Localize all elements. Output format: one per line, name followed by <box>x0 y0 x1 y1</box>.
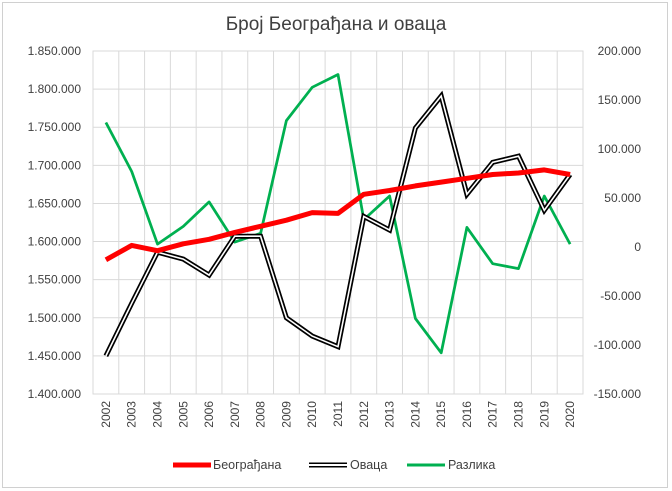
series-0-line <box>104 167 571 262</box>
right-axis-ticks: 200.000 150.000 100.000 50.000 0 -50.000 -100.… <box>594 44 642 401</box>
legend-item-beogradjana: Београђана <box>173 458 281 472</box>
right-tick-label: 100.000 <box>598 142 642 156</box>
x-tick-label: 2020 <box>563 401 577 428</box>
x-tick-label: 2002 <box>99 401 113 428</box>
right-tick-label: 200.000 <box>598 44 642 58</box>
x-tick-label: 2018 <box>512 401 526 428</box>
x-axis-ticks: 2002 2003 2004 2005 2006 2007 2008 2009 2010 2011… <box>99 401 577 428</box>
x-tick-label: 2017 <box>486 401 500 428</box>
left-tick-label: 1.450.000 <box>28 349 82 363</box>
line-chart: Број Београђана и оваца 1.850.000 1.800.0… <box>28 14 642 472</box>
right-tick-label: -50.000 <box>600 289 641 303</box>
chart-title: Број Београђана и оваца <box>226 14 447 35</box>
x-tick-label: 2012 <box>357 401 371 428</box>
right-tick-label: -100.000 <box>594 338 642 352</box>
x-tick-label: 2005 <box>176 401 190 428</box>
x-tick-label: 2009 <box>279 401 293 428</box>
series-1-line-inner <box>105 94 571 357</box>
x-tick-label: 2013 <box>383 401 397 428</box>
x-tick-label: 2014 <box>408 401 422 428</box>
right-tick-label: 0 <box>634 240 641 254</box>
legend-label-ovaca: Оваца <box>350 458 387 472</box>
left-tick-label: 1.750.000 <box>28 120 82 134</box>
x-tick-label: 2015 <box>434 401 448 428</box>
x-tick-label: 2006 <box>202 401 216 428</box>
legend-item-razlika: Разлика <box>407 458 495 472</box>
series-1-line-outer <box>103 90 573 358</box>
right-tick-label: 150.000 <box>598 93 642 107</box>
legend-label-beogradjana: Београђана <box>213 458 281 472</box>
series-2-line <box>104 73 572 355</box>
x-tick-label: 2008 <box>254 401 268 428</box>
left-tick-label: 1.650.000 <box>28 196 82 210</box>
legend: Београђана Оваца Разлика <box>173 458 495 472</box>
left-tick-label: 1.600.000 <box>28 235 82 249</box>
right-tick-label: -150.000 <box>594 387 642 401</box>
left-tick-label: 1.400.000 <box>28 387 82 401</box>
legend-label-razlika: Разлика <box>448 458 495 472</box>
left-tick-label: 1.550.000 <box>28 273 82 287</box>
x-tick-label: 2011 <box>331 401 345 427</box>
series-layer <box>103 73 573 358</box>
left-axis-ticks: 1.850.000 1.800.000 1.750.000 1.700.000 1.65… <box>28 44 82 401</box>
legend-item-ovaca: Оваца <box>309 458 387 472</box>
left-tick-label: 1.500.000 <box>28 311 82 325</box>
x-tick-label: 2016 <box>460 401 474 428</box>
x-tick-label: 2010 <box>305 401 319 428</box>
plot-border <box>92 50 584 395</box>
x-tick-label: 2003 <box>125 401 139 428</box>
plot-frame <box>92 50 584 395</box>
x-tick-label: 2004 <box>150 401 164 428</box>
left-tick-label: 1.800.000 <box>28 82 82 96</box>
right-tick-label: 50.000 <box>604 191 641 205</box>
x-tick-label: 2019 <box>537 401 551 428</box>
left-tick-label: 1.850.000 <box>28 44 82 58</box>
left-tick-label: 1.700.000 <box>28 158 82 172</box>
x-tick-label: 2007 <box>228 401 242 428</box>
